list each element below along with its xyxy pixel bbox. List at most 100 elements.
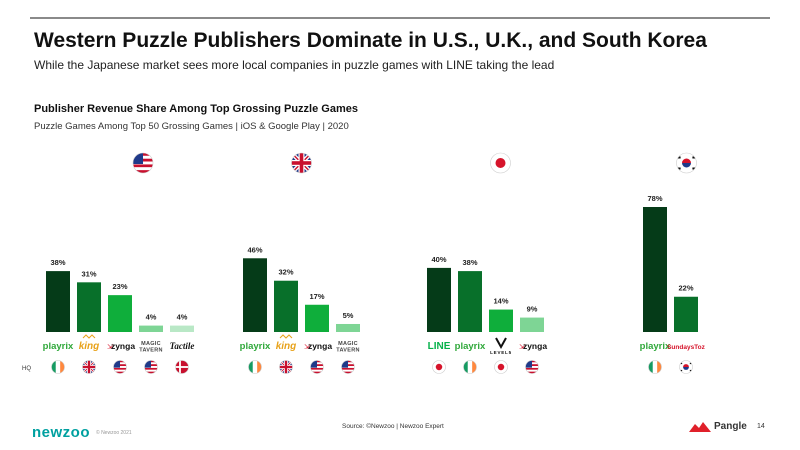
page-number: 14: [757, 423, 765, 430]
data-label-uk-0: 46%: [247, 245, 262, 254]
publisher-kr-0-logo: playrix: [640, 341, 671, 352]
publisher-us-1-logo: king: [79, 334, 99, 352]
pangle-wordmark: Pangle: [714, 421, 747, 432]
publisher-jp-2-logo-text: LEVEL5: [490, 350, 512, 355]
hq-flag-us-3-stripe: [144, 369, 158, 372]
hq-flag-jp-1-green: [463, 360, 468, 374]
publisher-uk-2-logo: ⇲zynga: [304, 341, 332, 351]
hq-flag-uk-0-white: [252, 360, 258, 374]
hq-flag-kr-1-taeguk-red: [683, 364, 689, 367]
publisher-jp-1-logo-text: playrix: [455, 341, 486, 352]
hq-flag-us-1-ring: [82, 360, 96, 374]
market-flag-us-stripe: [133, 167, 153, 171]
hq-flag-uk-0: [248, 360, 262, 374]
market-flag-jp-body: [490, 153, 511, 173]
publisher-uk-0-logo: playrix: [240, 341, 271, 352]
hq-flag-uk-2: [310, 360, 324, 374]
data-label-uk-3: 5%: [343, 311, 354, 320]
publisher-jp-2-logo: LEVEL5: [490, 337, 512, 355]
data-label-jp-1: 38%: [462, 258, 477, 267]
hq-flag-uk-0-orange: [257, 360, 262, 374]
hq-flag-kr-1-taeguk-blue: [683, 367, 689, 370]
hq-flag-jp-1-body: [463, 360, 477, 374]
bar-us-3: [139, 325, 163, 332]
hq-flag-jp-2-sun: [497, 363, 505, 371]
hq-flag-us-2-stripe: [113, 371, 127, 374]
data-label-uk-2: 17%: [309, 292, 324, 301]
hq-flag-kr-1: [679, 360, 693, 374]
hq-flag-kr-1-trigram: [680, 369, 683, 372]
hq-flag-jp-2-body: [494, 360, 508, 374]
publisher-uk-0-logo-text: playrix: [240, 341, 271, 352]
newzoo-logo: newzoo: [32, 424, 90, 441]
hq-flag-us-0-orange: [60, 360, 65, 374]
chart-subtitle: Puzzle Games Among Top 50 Grossing Games…: [34, 121, 349, 132]
market-flag-jp-sun: [495, 158, 506, 168]
hq-flag-us-4-cross-h: [175, 366, 189, 368]
publisher-us-2-logo-text: zynga: [111, 341, 135, 351]
market-flag-jp-ring: [490, 152, 511, 174]
hq-flag-kr-1-trigram: [680, 362, 683, 365]
hq-flag-kr-1-trigram: [689, 369, 692, 372]
hq-flag-us-4: [175, 360, 189, 374]
publisher-us-4-logo: Tactile: [170, 341, 195, 351]
bar-kr-1: [674, 296, 698, 332]
publisher-jp-3-logo-text: zynga: [523, 341, 547, 351]
hq-flag-uk-3-ring: [341, 360, 355, 374]
market-flag-uk-ring: [291, 152, 312, 174]
data-label-us-2: 23%: [112, 282, 127, 291]
market-flag-kr-ring: [676, 152, 697, 174]
hq-flag-uk-2-stripe: [310, 371, 324, 374]
bar-jp-1: [458, 271, 482, 332]
publisher-kr-1-logo: SundaysToz: [667, 344, 706, 351]
data-label-jp-2: 14%: [493, 297, 508, 306]
hq-flag-jp-1: [463, 360, 477, 374]
hq-flag-uk-2-canton: [310, 360, 317, 368]
publisher-us-2-zynga-icon: ⇲: [107, 343, 113, 351]
hq-flag-us-1: [82, 360, 96, 374]
bar-uk-1: [274, 280, 298, 332]
data-label-us-3: 4%: [146, 313, 157, 322]
hq-flag-uk-3-stripe: [341, 371, 355, 374]
market-flag-uk: [291, 152, 312, 174]
hq-flag-us-3-ring: [144, 360, 158, 374]
publisher-us-0-logo: playrix: [43, 341, 74, 352]
publisher-us-3-logo-text-b: TAVERN: [139, 348, 163, 354]
bar-uk-3: [336, 323, 360, 332]
hq-flag-us-0-body: [51, 360, 65, 374]
hq-flag-us-4-ring: [175, 360, 189, 374]
hq-flag-us-3-body: [144, 360, 158, 374]
hq-flag-us-2-stripe: [113, 367, 127, 370]
data-label-jp-0: 40%: [431, 255, 446, 264]
hq-flag-us-1-cross-red-h: [82, 365, 96, 369]
bar-uk-2: [305, 304, 329, 332]
hq-flag-uk-0-green: [248, 360, 253, 374]
publisher-kr-0-logo-text: playrix: [640, 341, 671, 352]
hq-flag-us-2-body: [113, 360, 127, 374]
hq-flag-jp-0-body: [432, 360, 446, 374]
market-flag-us-ring: [132, 152, 154, 174]
hq-flag-us-1-body: [82, 360, 96, 374]
publisher-us-0-logo-text: playrix: [43, 341, 74, 352]
hq-flag-jp-3-body: [525, 360, 539, 374]
bar-us-0: [46, 271, 70, 332]
hq-flag-jp-3-stripe: [525, 371, 539, 374]
hq-flag-kr-0-orange: [657, 360, 662, 374]
market-flag-us-stripe: [133, 164, 153, 168]
bar-uk-0: [243, 258, 267, 332]
market-flag-us-canton: [133, 153, 143, 164]
hq-flag-us-2: [113, 360, 127, 374]
hq-flag-jp-3-stripe: [525, 367, 539, 370]
hq-flag-kr-1-body: [679, 360, 693, 374]
publisher-uk-1-logo: king: [276, 334, 296, 352]
hq-flag-us-4-body: [175, 360, 189, 374]
publisher-us-1-crown-icon: [82, 334, 96, 339]
hq-flag-jp-3: [525, 360, 539, 374]
publisher-jp-3-logo: ⇲zynga: [519, 341, 547, 351]
data-label-jp-3: 9%: [527, 305, 538, 314]
hq-row-label: HQ: [22, 366, 31, 372]
publisher-uk-2-zynga-icon: ⇲: [304, 343, 310, 351]
hq-flag-us-0-ring: [51, 360, 65, 374]
hq-flag-uk-1-cross-red-h: [279, 365, 293, 369]
